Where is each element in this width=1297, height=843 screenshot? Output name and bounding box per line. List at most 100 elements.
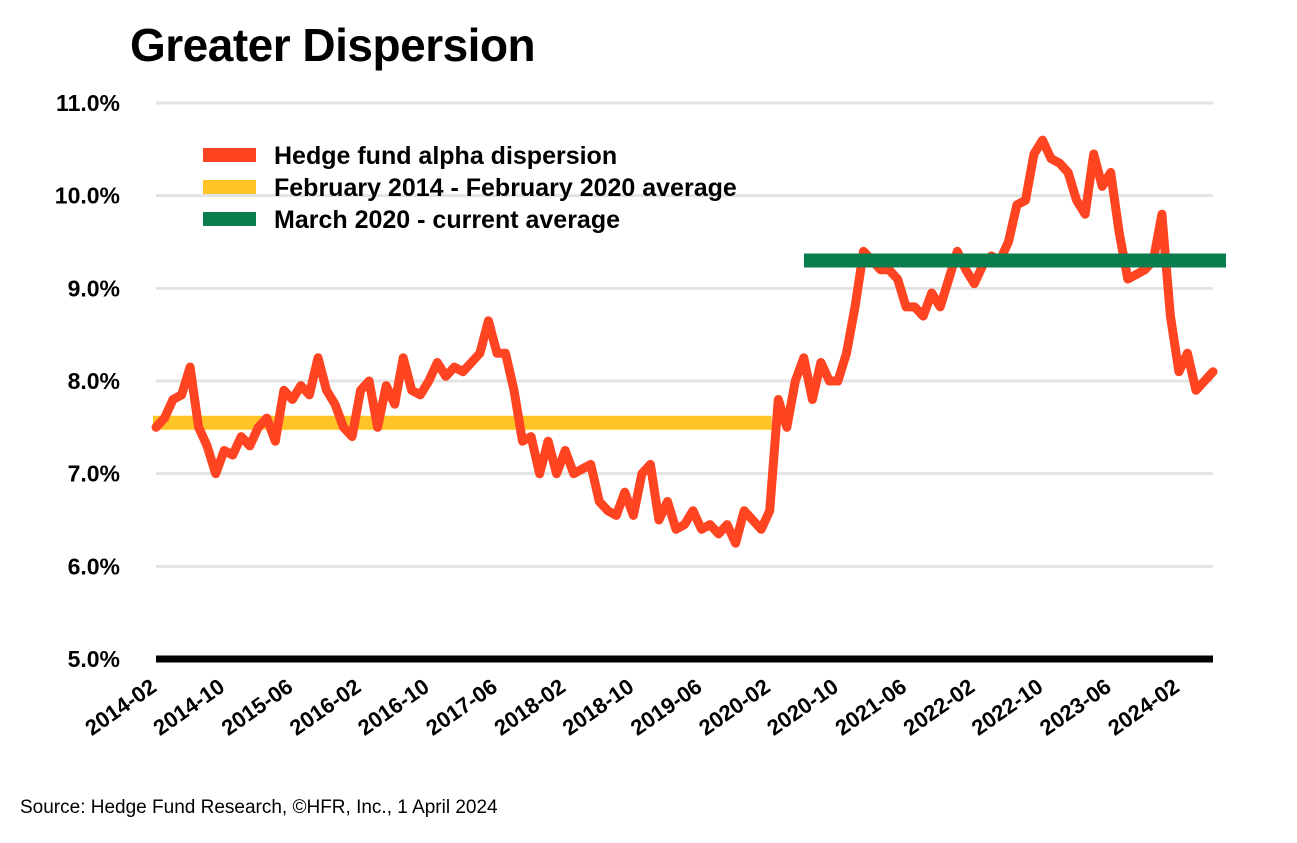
data-point <box>317 357 319 359</box>
data-point <box>948 278 950 280</box>
data-point <box>266 417 268 419</box>
data-point <box>223 450 225 451</box>
x-tick-label: 2016-02 <box>285 674 365 741</box>
x-tick-label: 2022-02 <box>899 674 979 741</box>
data-point <box>786 426 788 428</box>
data-point <box>1059 162 1061 164</box>
data-point <box>1195 389 1197 391</box>
data-point <box>164 417 165 419</box>
data-point <box>888 269 890 271</box>
data-point <box>462 371 464 373</box>
data-point <box>598 501 600 502</box>
chart-title: Greater Dispersion <box>130 19 536 71</box>
data-point <box>846 352 847 354</box>
x-tick-label: 2021-06 <box>831 674 911 741</box>
data-point <box>428 380 430 382</box>
data-point <box>897 278 899 280</box>
data-point <box>513 389 515 391</box>
data-point <box>854 306 856 308</box>
data-point <box>820 362 822 363</box>
data-point <box>1144 269 1146 271</box>
data-point <box>880 269 882 271</box>
data-point <box>914 306 916 308</box>
data-point <box>394 403 396 405</box>
x-tick-label: 2020-10 <box>762 674 842 741</box>
data-point <box>931 292 933 294</box>
data-point <box>360 389 362 391</box>
data-point <box>1110 172 1112 173</box>
data-point <box>283 389 285 391</box>
data-point <box>1169 315 1171 317</box>
y-tick-label: 9.0% <box>68 275 120 301</box>
data-point <box>794 380 796 382</box>
data-point <box>1127 278 1129 280</box>
data-point <box>581 468 583 470</box>
x-tick-label: 2024-02 <box>1103 674 1183 741</box>
data-point <box>649 463 651 465</box>
legend-label: February 2014 - February 2020 average <box>274 174 737 202</box>
data-point <box>215 473 217 475</box>
y-tick-label: 8.0% <box>68 368 120 394</box>
x-tick-label: 2015-06 <box>217 674 297 741</box>
data-point <box>675 528 677 530</box>
x-tick-label: 2019-06 <box>626 674 706 741</box>
data-point <box>641 473 643 475</box>
data-point <box>803 357 805 359</box>
y-tick-label: 6.0% <box>68 553 120 579</box>
data-point <box>709 524 711 526</box>
data-point <box>505 352 506 354</box>
data-point <box>189 366 191 368</box>
data-point <box>368 380 370 382</box>
data-point <box>1135 273 1137 275</box>
data-point <box>837 380 839 382</box>
y-tick-label: 10.0% <box>55 183 120 209</box>
data-point <box>760 528 762 530</box>
data-point <box>1033 153 1035 155</box>
data-point <box>1186 352 1188 354</box>
data-point <box>334 403 336 405</box>
data-point <box>658 519 660 521</box>
data-point <box>385 385 387 387</box>
data-point <box>300 385 302 387</box>
data-point <box>496 352 498 354</box>
data-point <box>615 514 617 516</box>
data-point <box>718 533 720 535</box>
x-tick-label: 2018-02 <box>490 674 570 741</box>
legend: Hedge fund alpha dispersion February 2014… <box>203 142 737 234</box>
data-point <box>411 389 413 391</box>
data-point <box>181 394 183 396</box>
data-point <box>973 283 975 285</box>
x-tick-label: 2022-10 <box>967 674 1047 741</box>
data-point <box>905 306 907 308</box>
data-point <box>632 514 634 516</box>
data-point <box>735 542 737 544</box>
data-point <box>1050 158 1052 160</box>
data-point <box>667 501 668 502</box>
data-point <box>777 399 779 400</box>
x-tick-label: 2017-06 <box>421 674 501 741</box>
data-point <box>1076 199 1078 201</box>
series-layer <box>151 135 1226 548</box>
data-point <box>172 399 174 400</box>
data-point <box>863 250 864 252</box>
data-point <box>479 352 481 354</box>
data-point <box>240 436 242 438</box>
data-point <box>539 473 541 475</box>
x-tick-label: 2020-02 <box>694 674 774 741</box>
data-point <box>965 269 967 271</box>
data-point <box>522 440 523 442</box>
data-point <box>726 524 728 526</box>
data-point <box>692 510 694 512</box>
data-point <box>377 426 379 428</box>
data-point <box>828 380 830 382</box>
data-point <box>1093 153 1095 155</box>
legend-label: March 2020 - current average <box>274 206 620 234</box>
data-point <box>291 399 293 400</box>
data-point <box>811 399 813 400</box>
data-point <box>752 519 754 521</box>
data-point <box>453 366 455 368</box>
data-point <box>1161 213 1163 215</box>
data-point <box>1042 139 1043 141</box>
data-point <box>487 320 489 322</box>
